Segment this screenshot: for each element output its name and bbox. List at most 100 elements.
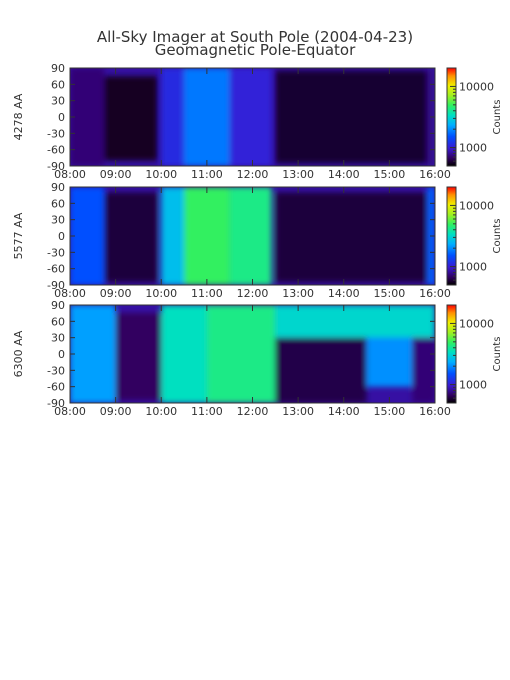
x-tick-label: 11:00 xyxy=(191,405,223,418)
colorbar-frame xyxy=(446,67,457,167)
y-tick-label: 60 xyxy=(51,315,65,328)
colorbar-tick-label: 10000 xyxy=(459,80,494,93)
x-tick-label: 08:00 xyxy=(54,287,86,300)
x-tick-label: 08:00 xyxy=(54,168,86,181)
heatmap-cell xyxy=(161,305,207,403)
x-tick-label: 12:00 xyxy=(237,168,269,181)
y-tick-label: -30 xyxy=(47,246,65,259)
x-tick-label: 14:00 xyxy=(328,168,360,181)
heatmap-cell xyxy=(275,305,435,338)
y-tick-label: 60 xyxy=(51,197,65,210)
x-tick-label: 11:00 xyxy=(191,168,223,181)
heatmap-cells xyxy=(70,187,435,285)
x-tick-label: 14:00 xyxy=(328,405,360,418)
y-axis-label: 5577 AA xyxy=(12,212,25,259)
y-tick-label: 90 xyxy=(51,62,65,75)
y-tick-label: 0 xyxy=(58,230,65,243)
heatmap-cell xyxy=(366,337,413,387)
colorbar-tick-label: 1000 xyxy=(459,379,487,392)
y-tick-label: 0 xyxy=(58,348,65,361)
y-tick-label: 90 xyxy=(51,181,65,194)
x-tick-label: 13:00 xyxy=(282,168,314,181)
y-axis-label: 4278 AA xyxy=(12,93,25,140)
y-tick-label: -60 xyxy=(47,381,65,394)
heatmap-cell xyxy=(115,313,162,401)
x-tick-label: 10:00 xyxy=(145,168,177,181)
y-tick-label: 30 xyxy=(51,332,65,345)
heatmap-cell xyxy=(275,337,367,403)
y-tick-label: 30 xyxy=(51,214,65,227)
x-tick-label: 14:00 xyxy=(328,287,360,300)
heatmap-cell xyxy=(275,192,428,283)
heatmap-cell xyxy=(275,70,428,164)
x-tick-label: 15:00 xyxy=(374,168,406,181)
colorbar-label: Counts xyxy=(492,219,503,254)
x-tick-label: 13:00 xyxy=(282,405,314,418)
colorbar-fill xyxy=(447,68,456,166)
y-tick-label: -60 xyxy=(47,263,65,276)
colorbar-label: Counts xyxy=(492,100,503,135)
y-tick-label: -90 xyxy=(47,279,65,292)
heatmap-cell xyxy=(161,68,185,166)
y-tick-label: -90 xyxy=(47,160,65,173)
x-tick-label: 08:00 xyxy=(54,405,86,418)
colorbar-frame xyxy=(446,186,457,286)
heatmap-cell xyxy=(104,192,158,283)
heatmap-cell xyxy=(161,187,185,285)
x-tick-label: 09:00 xyxy=(100,168,132,181)
heatmap-cell xyxy=(70,305,116,403)
x-tick-label: 09:00 xyxy=(100,405,132,418)
colorbar-tick-label: 1000 xyxy=(459,261,487,274)
heatmap-cells xyxy=(70,305,435,403)
y-tick-label: -90 xyxy=(47,397,65,410)
y-tick-label: 30 xyxy=(51,95,65,108)
x-tick-label: 15:00 xyxy=(374,405,406,418)
colorbar-fill xyxy=(447,187,456,285)
colorbar: 1000 10000 Counts xyxy=(446,186,503,286)
colorbar-frame xyxy=(446,304,457,404)
x-tick-label: 13:00 xyxy=(282,287,314,300)
colorbar-tick-label: 10000 xyxy=(459,317,494,330)
y-tick-label: 90 xyxy=(51,299,65,312)
heatmap-cell xyxy=(206,305,276,403)
x-tick-label: 16:00 xyxy=(419,405,451,418)
x-tick-label: 09:00 xyxy=(100,287,132,300)
x-tick-label: 10:00 xyxy=(145,405,177,418)
colorbar-fill xyxy=(447,305,456,403)
y-axis-label: 6300 AA xyxy=(12,330,25,377)
y-tick-label: 60 xyxy=(51,78,65,91)
heatmap-cells xyxy=(70,68,435,166)
chart-title: All-Sky Imager at South Pole (2004-04-23… xyxy=(97,28,413,46)
x-tick-label: 12:00 xyxy=(237,405,269,418)
y-tick-label: 0 xyxy=(58,111,65,124)
heatmap-cell xyxy=(70,68,105,166)
heatmap-layer xyxy=(70,187,435,285)
heatmap-layer xyxy=(70,305,435,403)
figure: All-Sky Imager at South Pole (2004-04-23… xyxy=(12,28,503,418)
y-tick-label: -30 xyxy=(47,364,65,377)
x-tick-label: 16:00 xyxy=(419,287,451,300)
colorbar: 1000 10000 Counts xyxy=(446,67,503,167)
colorbar-tick-label: 1000 xyxy=(459,142,487,155)
heatmap-layer xyxy=(70,68,435,166)
x-tick-label: 10:00 xyxy=(145,287,177,300)
x-tick-label: 16:00 xyxy=(419,168,451,181)
heatmap-cell xyxy=(70,187,105,285)
chart-subtitle: Geomagnetic Pole-Equator xyxy=(155,41,356,59)
x-tick-label: 15:00 xyxy=(374,287,406,300)
heatmap-cell xyxy=(184,68,230,166)
x-tick-label: 11:00 xyxy=(191,287,223,300)
heatmap-cell xyxy=(412,337,435,403)
y-tick-label: -60 xyxy=(47,144,65,157)
colorbar: 1000 10000 Counts xyxy=(446,304,503,404)
heatmap-cell xyxy=(229,68,272,166)
x-tick-label: 12:00 xyxy=(237,287,269,300)
heatmap-cell xyxy=(104,76,158,161)
y-tick-label: -30 xyxy=(47,127,65,140)
heatmap-cell xyxy=(229,187,272,285)
heatmap-cell xyxy=(184,187,230,285)
